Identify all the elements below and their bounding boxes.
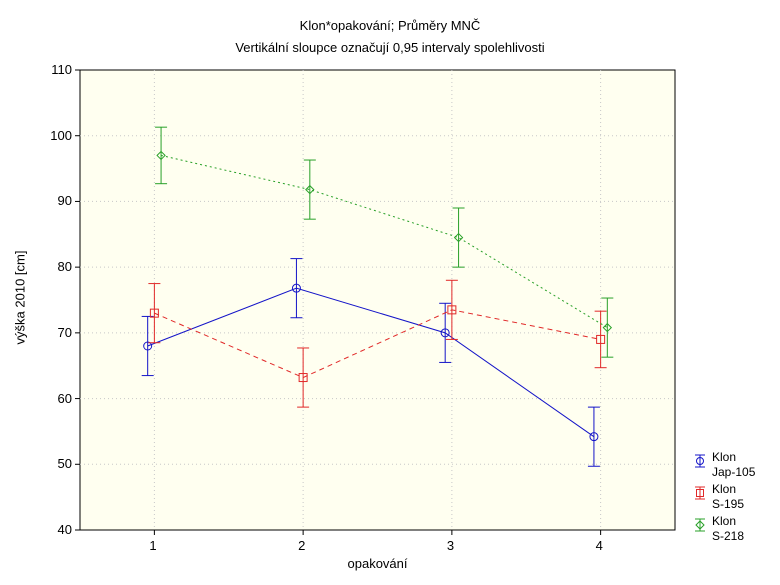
- y-tick-label: 90: [58, 193, 72, 208]
- y-tick-label: 60: [58, 391, 72, 406]
- y-tick-label: 80: [58, 259, 72, 274]
- chart-svg: [0, 0, 780, 585]
- legend-item: KlonJap-105: [688, 450, 755, 480]
- x-axis-label: opakování: [80, 556, 675, 571]
- y-tick-label: 110: [51, 62, 72, 77]
- y-tick-label: 40: [58, 522, 72, 537]
- chart-title-2: Vertikální sloupce označují 0,95 interva…: [0, 40, 780, 55]
- legend-marker-icon: [688, 450, 712, 468]
- y-tick-label: 70: [58, 325, 72, 340]
- x-tick-label: 3: [447, 538, 454, 553]
- x-tick-label: 4: [596, 538, 603, 553]
- legend-item: KlonS-218: [688, 514, 755, 544]
- legend: KlonJap-105KlonS-195KlonS-218: [688, 450, 755, 546]
- y-tick-label: 100: [50, 128, 72, 143]
- legend-label: KlonS-218: [712, 514, 744, 544]
- legend-marker-icon: [688, 482, 712, 500]
- y-tick-label: 50: [58, 456, 72, 471]
- legend-label: KlonJap-105: [712, 450, 755, 480]
- x-tick-label: 2: [298, 538, 305, 553]
- y-axis-label: výška 2010 [cm]: [13, 248, 28, 348]
- legend-marker-icon: [688, 514, 712, 532]
- legend-item: KlonS-195: [688, 482, 755, 512]
- legend-label: KlonS-195: [712, 482, 744, 512]
- chart-title-1: Klon*opakování; Průměry MNČ: [0, 18, 780, 33]
- chart-container: Klon*opakování; Průměry MNČ Vertikální s…: [0, 0, 780, 585]
- x-tick-label: 1: [149, 538, 156, 553]
